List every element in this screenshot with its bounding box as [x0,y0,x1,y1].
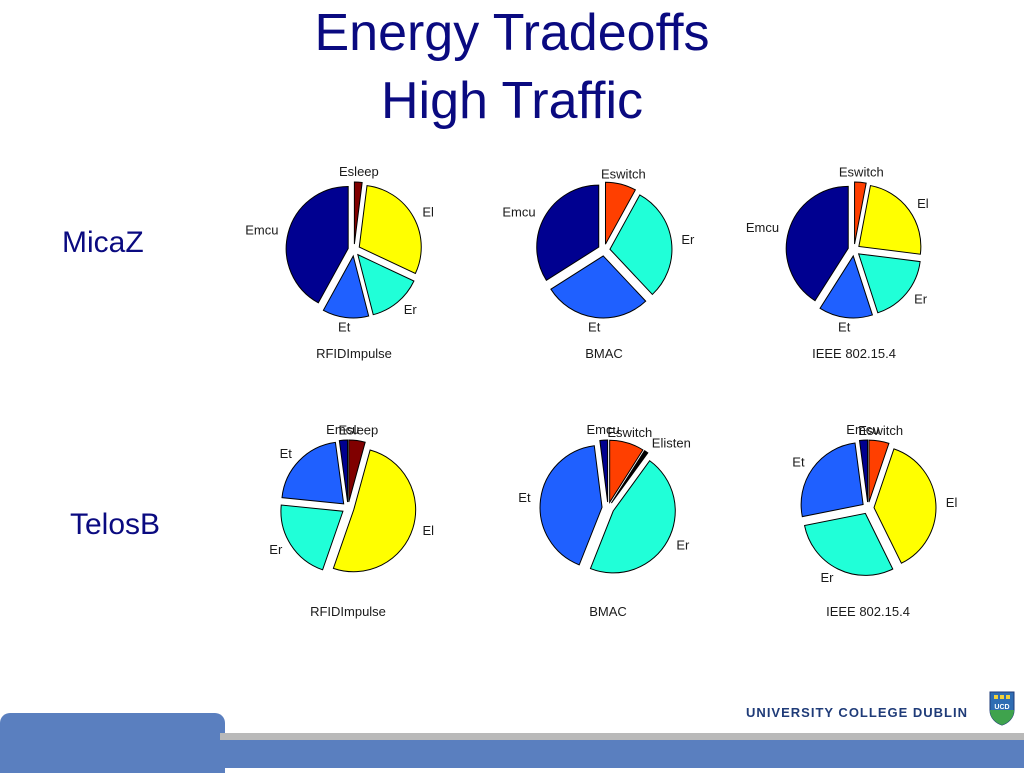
slice-label: Eswitch [858,423,903,438]
pie-slice-et [281,441,345,505]
pie-slice-emcu [785,185,849,302]
pie-slice-eswitch [604,181,637,245]
slice-label: Et [518,490,531,505]
pie-slice-er [357,253,415,316]
pie-slice-esleep [348,439,366,503]
pie-micaz-ieee-802-15-4: Eswitch El Er Et Emcu IEEE 802.15.4 [746,164,929,361]
pie-telosb-rfidimpulse: Esleep El Er Et Emcu RFIDImpulse [269,422,434,619]
slice-label: El [946,495,958,510]
slice-label: Er [821,570,835,585]
slice-label: Esleep [339,423,379,438]
row-label-telosb: TelosB [70,508,161,541]
pie-slice-esleep [353,181,363,245]
slice-label: Er [404,302,418,317]
slice-label: Eswitch [839,164,884,179]
footer-university-name: UNIVERSITY COLLEGE DUBLIN [746,705,968,720]
pie-slice-el [358,185,422,275]
pie-caption: BMAC [589,604,627,619]
slice-label: Eswitch [601,167,646,182]
slice-label: Emcu [326,422,359,437]
pie-slice-el [873,448,937,564]
pie-slice-er [609,194,673,296]
slice-label: Et [338,319,351,334]
footer-bar [220,740,1024,768]
pie-caption: RFIDImpulse [310,604,386,619]
pie-chart-grid: Esleep El Er Et Emcu RFIDImpulse Eswitch Er Et Em… [245,164,957,619]
slice-label: Er [914,292,928,307]
pie-slice-eswitch [868,439,890,503]
pie-slice-elisten [610,450,649,504]
pie-telosb-ieee-802-15-4: Eswitch El Er Et Emcu IEEE 802.15.4 [792,422,957,619]
pie-caption: BMAC [585,346,623,361]
pie-slice-er [857,253,921,314]
pie-slice-eswitch [609,439,644,504]
slice-label: Emcu [846,422,879,437]
pie-micaz-bmac: Eswitch Er Et Emcu BMAC [502,167,695,362]
footer-tab [0,713,225,773]
slice-label: El [423,523,435,538]
pie-slice-et [539,445,603,566]
slice-label: Emcu [245,223,278,238]
pie-caption: IEEE 802.15.4 [812,346,896,361]
pie-micaz-rfidimpulse: Esleep El Er Et Emcu RFIDImpulse [245,164,434,361]
slice-label: Et [838,319,851,334]
slice-label: Et [280,446,293,461]
pie-slice-el [858,184,922,255]
pie-slice-emcu [285,186,349,304]
slice-label: Emcu [586,422,619,437]
pie-slice-emcu [599,439,609,503]
pie-slice-er [280,504,344,571]
pie-slice-el [332,449,417,573]
ucd-crest-icon: UCD [989,691,1015,726]
slice-label: Emcu [746,220,779,235]
slice-label: Esleep [339,164,379,179]
slide-title: Energy Tradeoffs [314,4,710,62]
pie-slice-emcu [858,439,869,503]
pie-slice-emcu [338,439,349,503]
pie-slice-eswitch [854,181,867,245]
slice-label: Eswitch [607,425,652,440]
slice-label: Er [676,538,690,553]
pie-slice-et [322,254,370,319]
pie-caption: IEEE 802.15.4 [826,604,910,619]
pie-slice-emcu [536,184,600,282]
pie-slice-et [800,442,864,518]
slice-label: Et [792,455,805,470]
pie-slice-et [550,255,647,319]
slice-label: Er [269,542,283,557]
pie-slice-er [803,512,894,576]
slice-label: El [917,196,929,211]
pie-slice-er [589,460,676,574]
pie-caption: RFIDImpulse [316,346,392,361]
slice-label: Emcu [502,204,535,219]
pie-slice-et [819,254,874,319]
slice-label: Et [588,319,601,334]
footer-divider [220,733,1024,740]
row-label-micaz: MicaZ [62,226,144,259]
slice-label: Er [681,232,695,247]
slice-label: Elisten [652,436,691,451]
slice-label: El [422,204,434,219]
slide-subtitle: High Traffic [380,72,644,130]
crest-text: UCD [994,704,1009,711]
